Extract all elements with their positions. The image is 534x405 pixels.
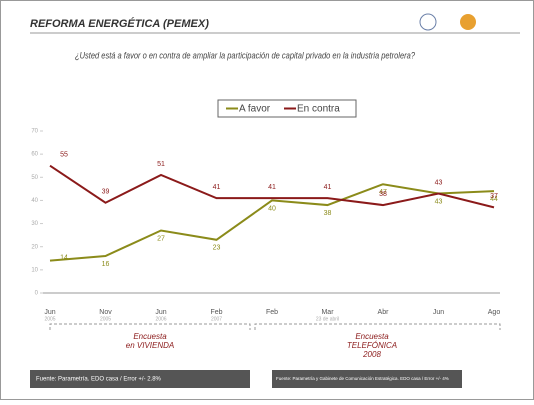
series-line — [49, 183, 495, 262]
data-label: 23 — [213, 245, 221, 252]
data-label: 43 — [435, 179, 443, 186]
x-tick-label: Ago — [488, 309, 501, 316]
data-label: 44 — [490, 196, 498, 203]
x-tick-label: Jun — [433, 309, 444, 316]
x-tick-label: Jun — [44, 309, 55, 316]
data-label: 16 — [102, 261, 110, 268]
annotation: Encuesta — [133, 332, 167, 341]
legend-label: En contra — [297, 104, 340, 115]
data-label: 38 — [379, 191, 387, 198]
y-tick-label: 40 — [31, 198, 38, 204]
x-tick-label: Feb — [210, 309, 222, 316]
data-label: 41 — [213, 184, 221, 191]
footer-bar — [272, 370, 462, 388]
data-label: 39 — [102, 189, 110, 196]
x-tick-label: Feb — [266, 309, 278, 316]
data-label: 47 — [379, 189, 387, 196]
legend-label: A favor — [239, 104, 271, 115]
x-tick-label: Nov — [99, 309, 112, 316]
x-sublabel: 2007 — [211, 316, 222, 322]
x-tick-label: Mar — [321, 309, 334, 316]
x-tick-label: Jun — [155, 309, 166, 316]
y-tick-label: 30 — [31, 221, 38, 227]
footer-text: Fuente: Parametría y Gabinete de Comunic… — [276, 376, 449, 381]
x-sublabel: 2006 — [155, 316, 166, 322]
x-sublabel: 2005 — [44, 316, 55, 322]
data-label: 51 — [157, 161, 165, 168]
annotation: TELEFÓNICA — [347, 341, 397, 350]
data-label: 43 — [435, 198, 443, 205]
series-line — [49, 164, 495, 209]
y-tick-label: 20 — [31, 244, 38, 250]
data-label: 37 — [490, 193, 498, 200]
x-tick-label: Abr — [378, 309, 390, 316]
y-tick-label: 60 — [31, 152, 38, 158]
annotation: Encuesta — [355, 332, 389, 341]
y-tick-label: 10 — [31, 267, 38, 273]
data-label: 38 — [324, 210, 332, 217]
data-label: 41 — [324, 184, 332, 191]
data-label: 41 — [268, 184, 276, 191]
bracket — [49, 323, 501, 330]
footer-bar — [30, 370, 250, 388]
y-tick-label: 0 — [35, 291, 39, 297]
x-sublabel: 2005 — [100, 316, 111, 322]
data-label: 14 — [60, 254, 68, 261]
logo — [460, 14, 476, 30]
footer-text: Fuente: Parametría. EDO casa / Error +/-… — [36, 377, 162, 383]
data-label: 27 — [157, 235, 165, 242]
annotation: 2008 — [362, 350, 381, 359]
y-tick-label: 70 — [31, 129, 38, 135]
question: ¿Usted está a favor o en contra de ampli… — [75, 50, 415, 60]
data-label: 40 — [268, 205, 276, 212]
x-sublabel: 23 de abril — [316, 316, 339, 322]
slide-title: REFORMA ENERGÉTICA (PEMEX) — [30, 17, 209, 30]
logo — [419, 13, 437, 31]
y-tick-label: 50 — [31, 175, 38, 181]
data-label: 55 — [60, 152, 68, 159]
annotation: en VIVIENDA — [126, 341, 174, 350]
